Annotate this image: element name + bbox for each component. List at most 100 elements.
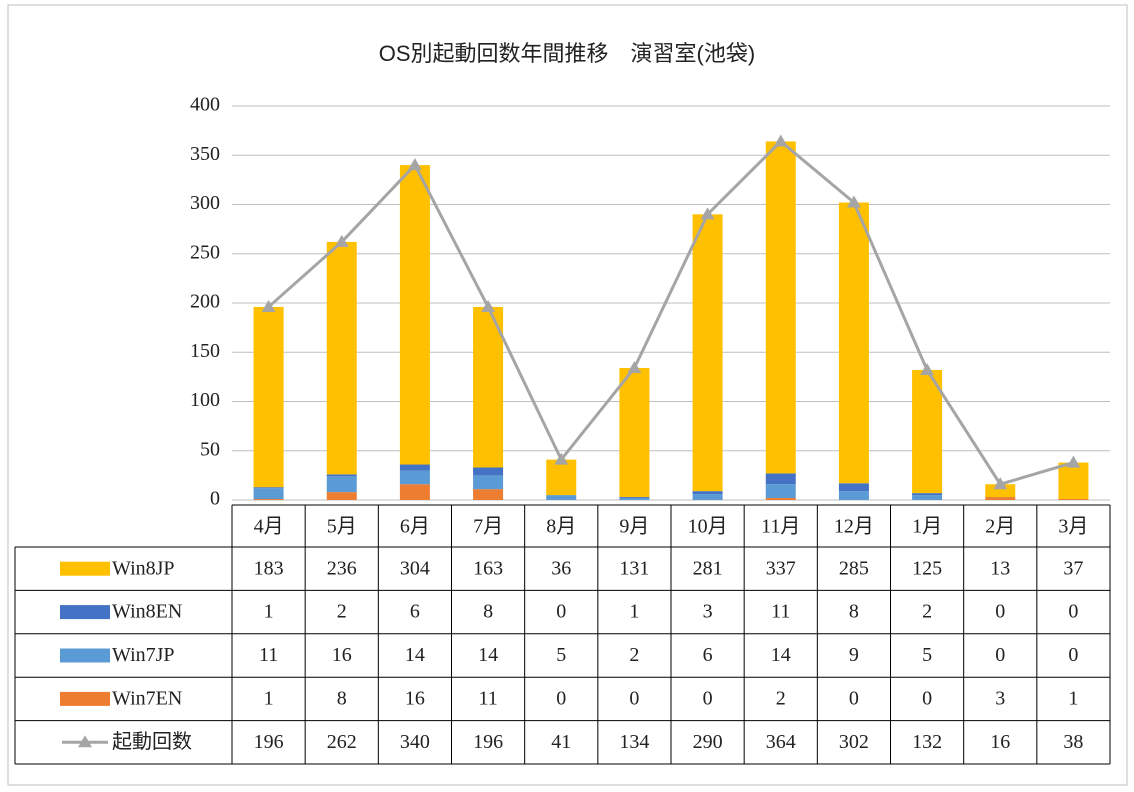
table-cell: 196 [254, 731, 284, 753]
line-marker [627, 361, 642, 374]
x-tick-label: 8月 [546, 516, 576, 538]
table-cell: 281 [693, 557, 723, 579]
legend-label: Win7JP [112, 644, 175, 666]
table-cell: 14 [771, 644, 791, 666]
line-marker [554, 452, 569, 465]
bar-segment [985, 484, 1016, 498]
bar-segment [692, 491, 723, 495]
bar-segment [253, 488, 284, 500]
line-marker [773, 134, 788, 147]
line [267, 139, 1074, 486]
table-cell: 2 [776, 687, 786, 709]
table-cell: 290 [693, 731, 723, 753]
table-cell: 0 [849, 687, 859, 709]
table-cell: 125 [912, 557, 942, 579]
table-cell: 132 [912, 731, 942, 753]
bar-segment [326, 492, 357, 500]
table-cell: 131 [619, 557, 649, 579]
x-tick-label: 4月 [254, 516, 284, 538]
table-cell: 337 [766, 557, 796, 579]
y-tick-label: 150 [190, 340, 220, 362]
legend-key [60, 561, 110, 576]
line-marker [1066, 455, 1081, 468]
line-marker [846, 195, 861, 208]
x-tick-label: 10月 [688, 516, 728, 538]
line-marker [920, 362, 935, 375]
line-marker [481, 299, 496, 312]
table-cell: 11 [259, 644, 278, 666]
table-cell: 2 [629, 644, 639, 666]
table-cell: 302 [839, 731, 869, 753]
bar-segment [912, 495, 943, 500]
table-cell: 13 [990, 557, 1010, 579]
table-cell: 0 [1068, 644, 1078, 666]
legend-label: 起動回数 [112, 730, 192, 753]
table-cell: 5 [556, 644, 566, 666]
y-tick-label: 300 [190, 192, 220, 214]
table-cell: 0 [995, 601, 1005, 623]
table-cell: 11 [478, 687, 497, 709]
table-cell: 36 [551, 557, 571, 579]
table-cell: 0 [1068, 601, 1078, 623]
x-tick-label: 1月 [912, 516, 942, 538]
table-cell: 0 [703, 687, 713, 709]
table-cell: 134 [619, 731, 649, 753]
bar-segment [838, 483, 869, 492]
y-tick-label: 0 [210, 488, 220, 510]
table-cell: 340 [400, 731, 430, 753]
legend-key [60, 648, 110, 663]
bar-segment [692, 214, 723, 492]
table-cell: 14 [405, 644, 425, 666]
bar-segment [765, 498, 796, 500]
table-cell: 16 [405, 687, 425, 709]
x-tick-label: 3月 [1058, 516, 1088, 538]
bar-segment [473, 489, 504, 500]
legend-key [60, 605, 110, 620]
table-cell: 6 [703, 644, 713, 666]
bar-segment [399, 165, 430, 465]
y-tick-label: 200 [190, 291, 220, 313]
chart-title: OS別起動回数年間推移 演習室(池袋) [379, 41, 755, 66]
bar-segment [912, 369, 943, 494]
legend-key [78, 735, 92, 748]
table-cell: 163 [473, 557, 503, 579]
x-tick-label: 6月 [400, 516, 430, 538]
legend-label: Win7EN [112, 687, 182, 709]
bar-segment [619, 498, 650, 500]
table-cell: 0 [556, 687, 566, 709]
legend-label: Win8JP [112, 557, 175, 579]
bar-segment [326, 476, 357, 493]
bar-segment [399, 470, 430, 485]
bar-segment [1058, 499, 1089, 500]
bar-segment [1058, 462, 1089, 500]
x-tick-label: 9月 [619, 516, 649, 538]
line-marker [334, 234, 349, 247]
table-cell: 1 [629, 601, 639, 623]
bar-segment [473, 475, 504, 490]
table-cell: 14 [478, 644, 498, 666]
table-cell: 2 [922, 601, 932, 623]
y-tick-label: 400 [190, 94, 220, 116]
bar-segment [399, 464, 430, 471]
bar-segment [253, 306, 284, 488]
bar-segment [912, 493, 943, 496]
bar-segment [985, 497, 1016, 500]
table-cell: 8 [849, 601, 859, 623]
x-tick-label: 11月 [761, 516, 800, 538]
table-cell: 3 [995, 687, 1005, 709]
table-cell: 285 [839, 557, 869, 579]
bar-segment [765, 141, 796, 474]
table-cell: 236 [327, 557, 357, 579]
y-tick-label: 50 [200, 438, 220, 460]
bar-segment [838, 202, 869, 484]
table-cell: 11 [771, 601, 790, 623]
y-tick-label: 250 [190, 241, 220, 263]
bar-segment [326, 241, 357, 475]
table-cell: 6 [410, 601, 420, 623]
bar-segment [253, 487, 284, 489]
bar-segment [473, 306, 504, 468]
table-cell: 183 [254, 557, 284, 579]
bar-segment [765, 484, 796, 499]
table-cell: 1 [264, 687, 274, 709]
